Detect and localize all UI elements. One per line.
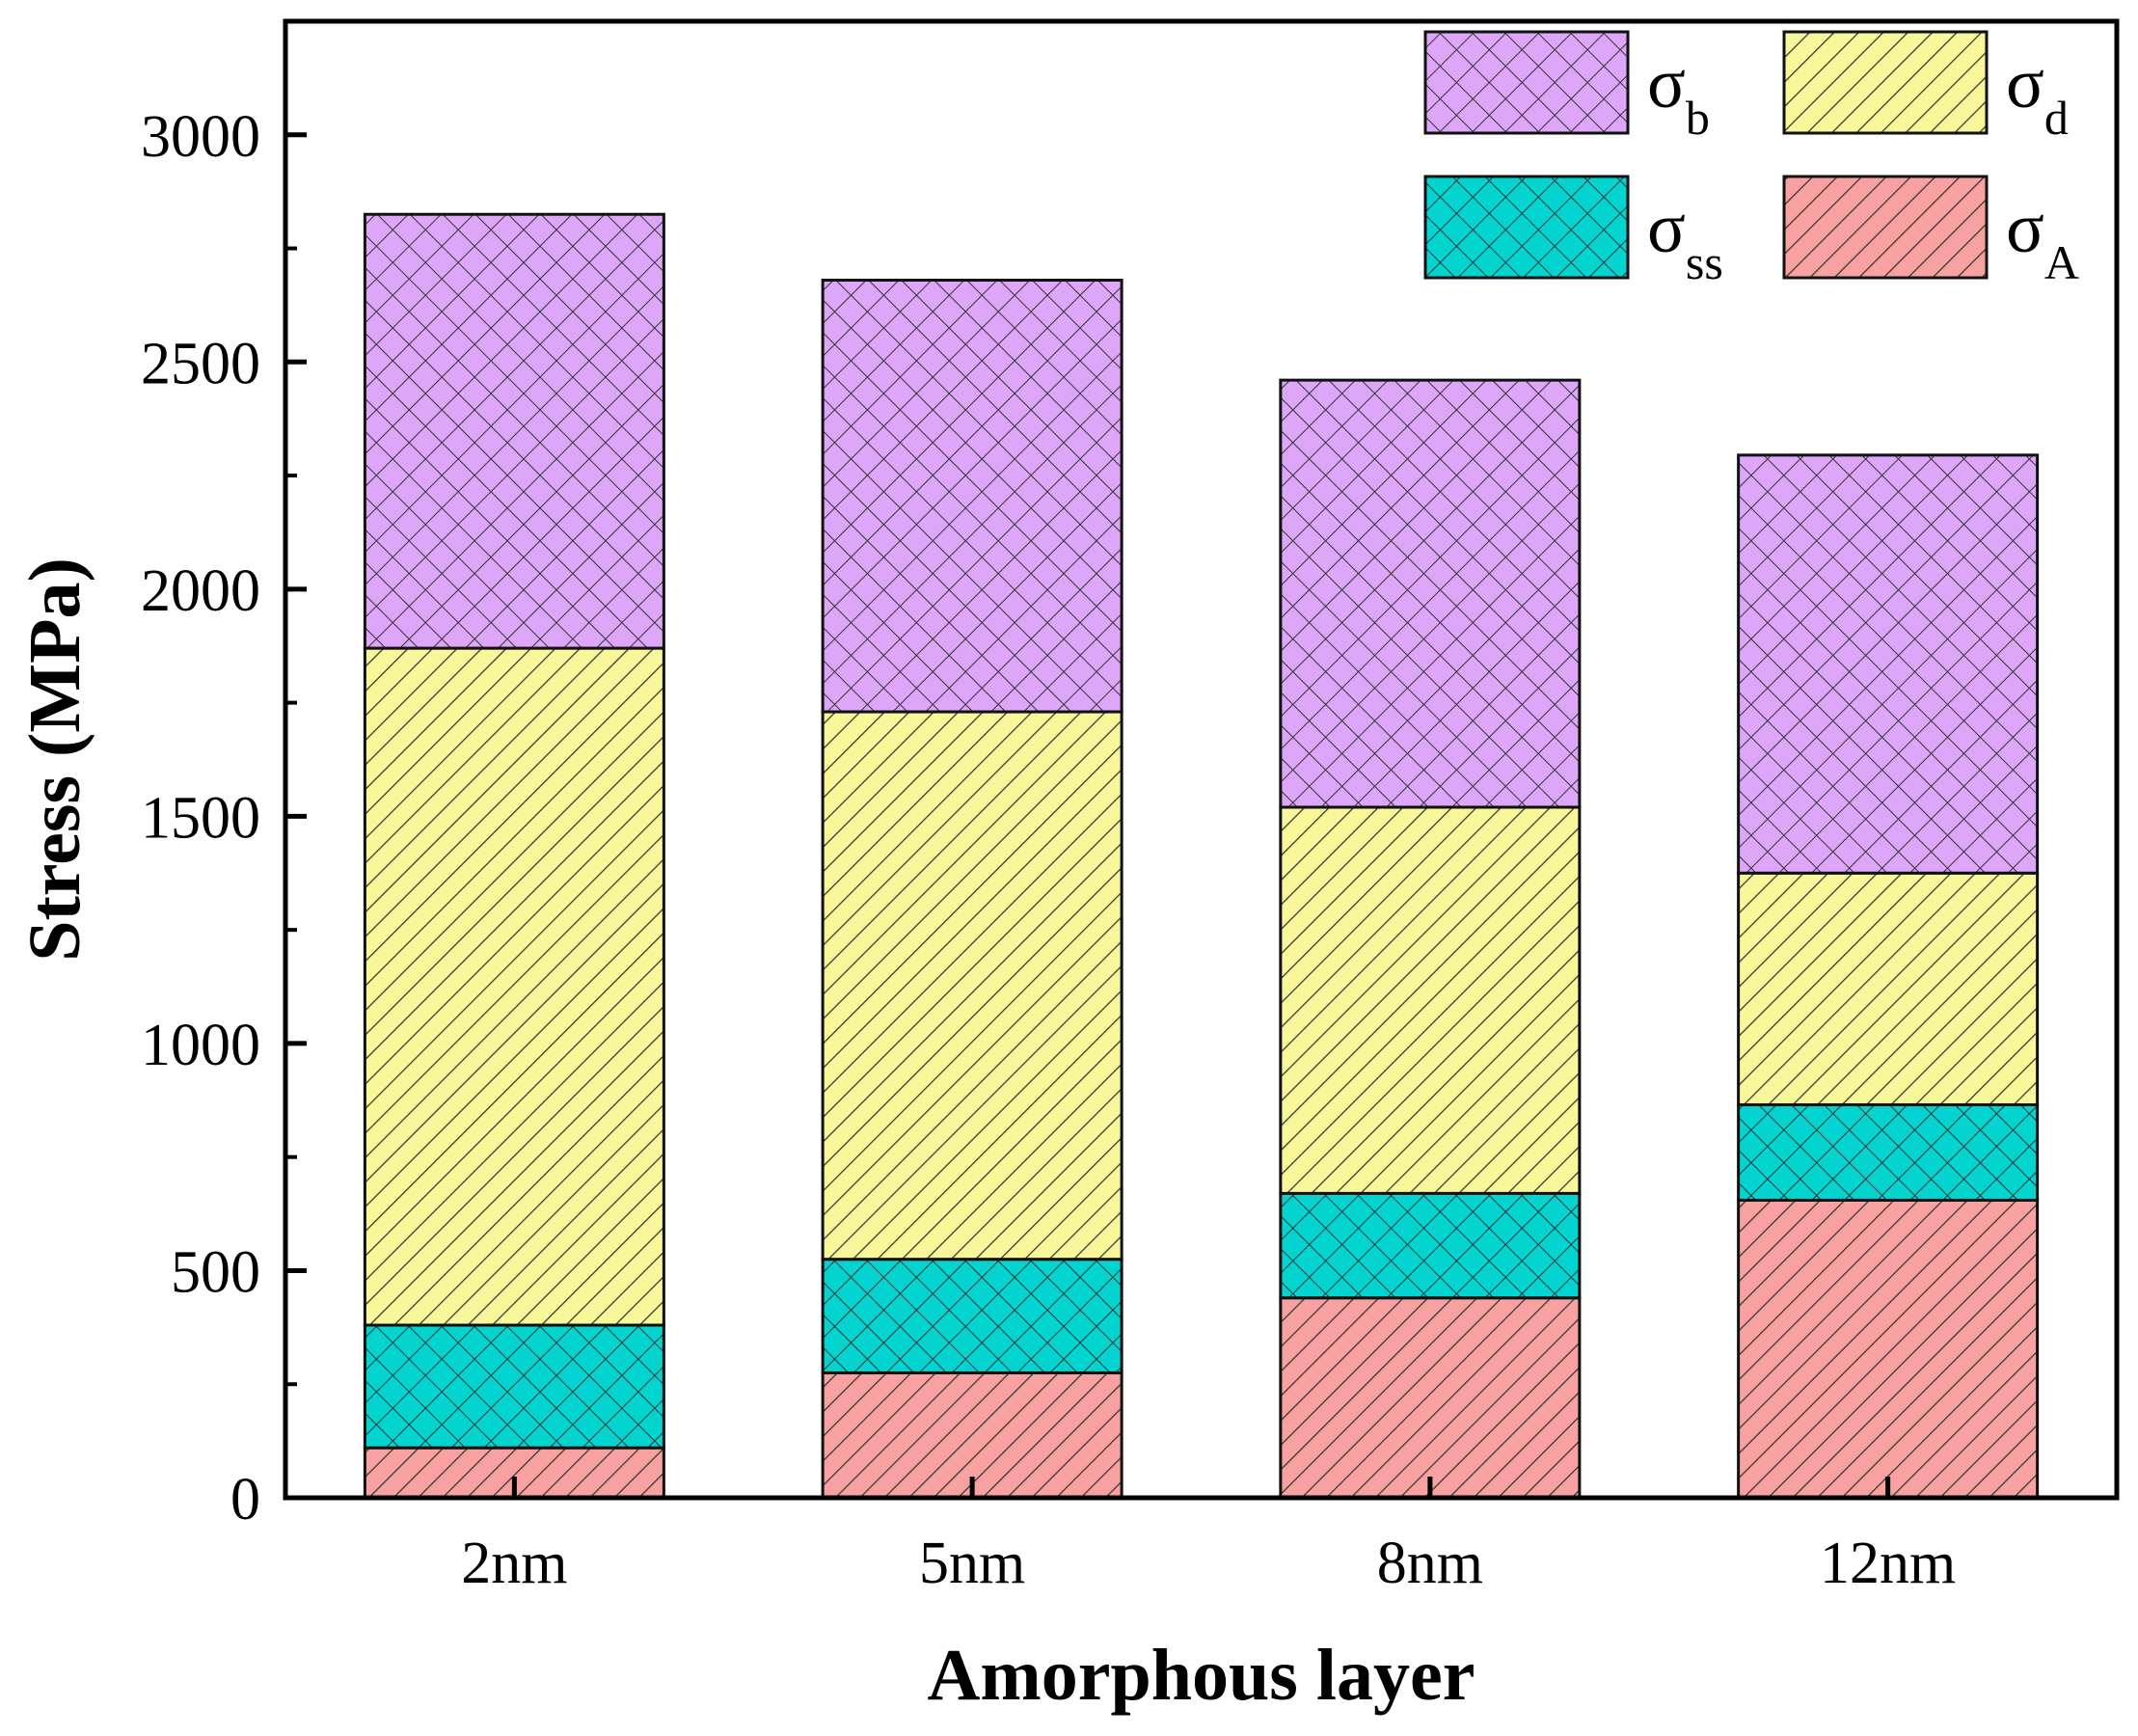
bar-segment-σd-5nm: [821, 710, 1123, 1261]
bars-layer: [363, 212, 2040, 1500]
y-tick-label: 0: [230, 1467, 260, 1533]
y-tick-label: 1000: [141, 1013, 260, 1078]
bar-segment-σb-12nm: [1737, 453, 2040, 875]
legend-item-σA: σA: [1782, 175, 2079, 289]
bar-segment-σd-2nm: [363, 646, 665, 1327]
y-tick-label: 1500: [141, 785, 260, 851]
bar-segment-σb-2nm: [363, 212, 665, 650]
y-tick-label: 3000: [141, 104, 260, 170]
x-tick-label: 5nm: [919, 1531, 1025, 1596]
y-tick-label: 500: [171, 1239, 260, 1305]
bar-segment-σA-2nm: [363, 1446, 665, 1500]
bar-segment-σA-8nm: [1279, 1296, 1582, 1500]
x-tick-label: 12nm: [1820, 1531, 1956, 1596]
legend-item-σd: σd: [1782, 30, 2069, 145]
plot-frame: [283, 18, 2120, 1501]
legend: σb σd σss σA: [1423, 30, 2079, 289]
x-axis-title: Amorphous layer: [928, 1635, 1475, 1716]
bar-segment-σd-12nm: [1737, 871, 2040, 1107]
y-axis-title: Stress (MPa): [14, 557, 95, 962]
bar-segment-σss-8nm: [1279, 1191, 1582, 1300]
legend-label: σA: [2006, 189, 2079, 289]
bar-segment-σss-2nm: [363, 1323, 665, 1450]
legend-label: σss: [1647, 189, 1723, 289]
bar-segment-σd-8nm: [1279, 805, 1582, 1195]
bar-segment-σss-12nm: [1737, 1103, 2040, 1202]
legend-label: σd: [2006, 44, 2069, 145]
bar-segment-σb-8nm: [1279, 378, 1582, 809]
bar-segment-σb-5nm: [821, 279, 1123, 714]
x-tick-label: 2nm: [461, 1531, 567, 1596]
legend-item-σss: σss: [1423, 175, 1723, 289]
x-tick-label: 8nm: [1377, 1531, 1483, 1596]
bar-segment-σA-12nm: [1737, 1198, 2040, 1500]
legend-item-σb: σb: [1423, 30, 1710, 145]
y-tick-label: 2500: [141, 331, 260, 396]
bar-segment-σss-5nm: [821, 1258, 1123, 1374]
axes-layer: 2nm 5nm 8nm 12nm 0 500 1000 1500 2000 2500 3000: [141, 18, 2120, 1596]
y-tick-label: 2000: [141, 558, 260, 624]
legend-label: σb: [1647, 44, 1710, 145]
